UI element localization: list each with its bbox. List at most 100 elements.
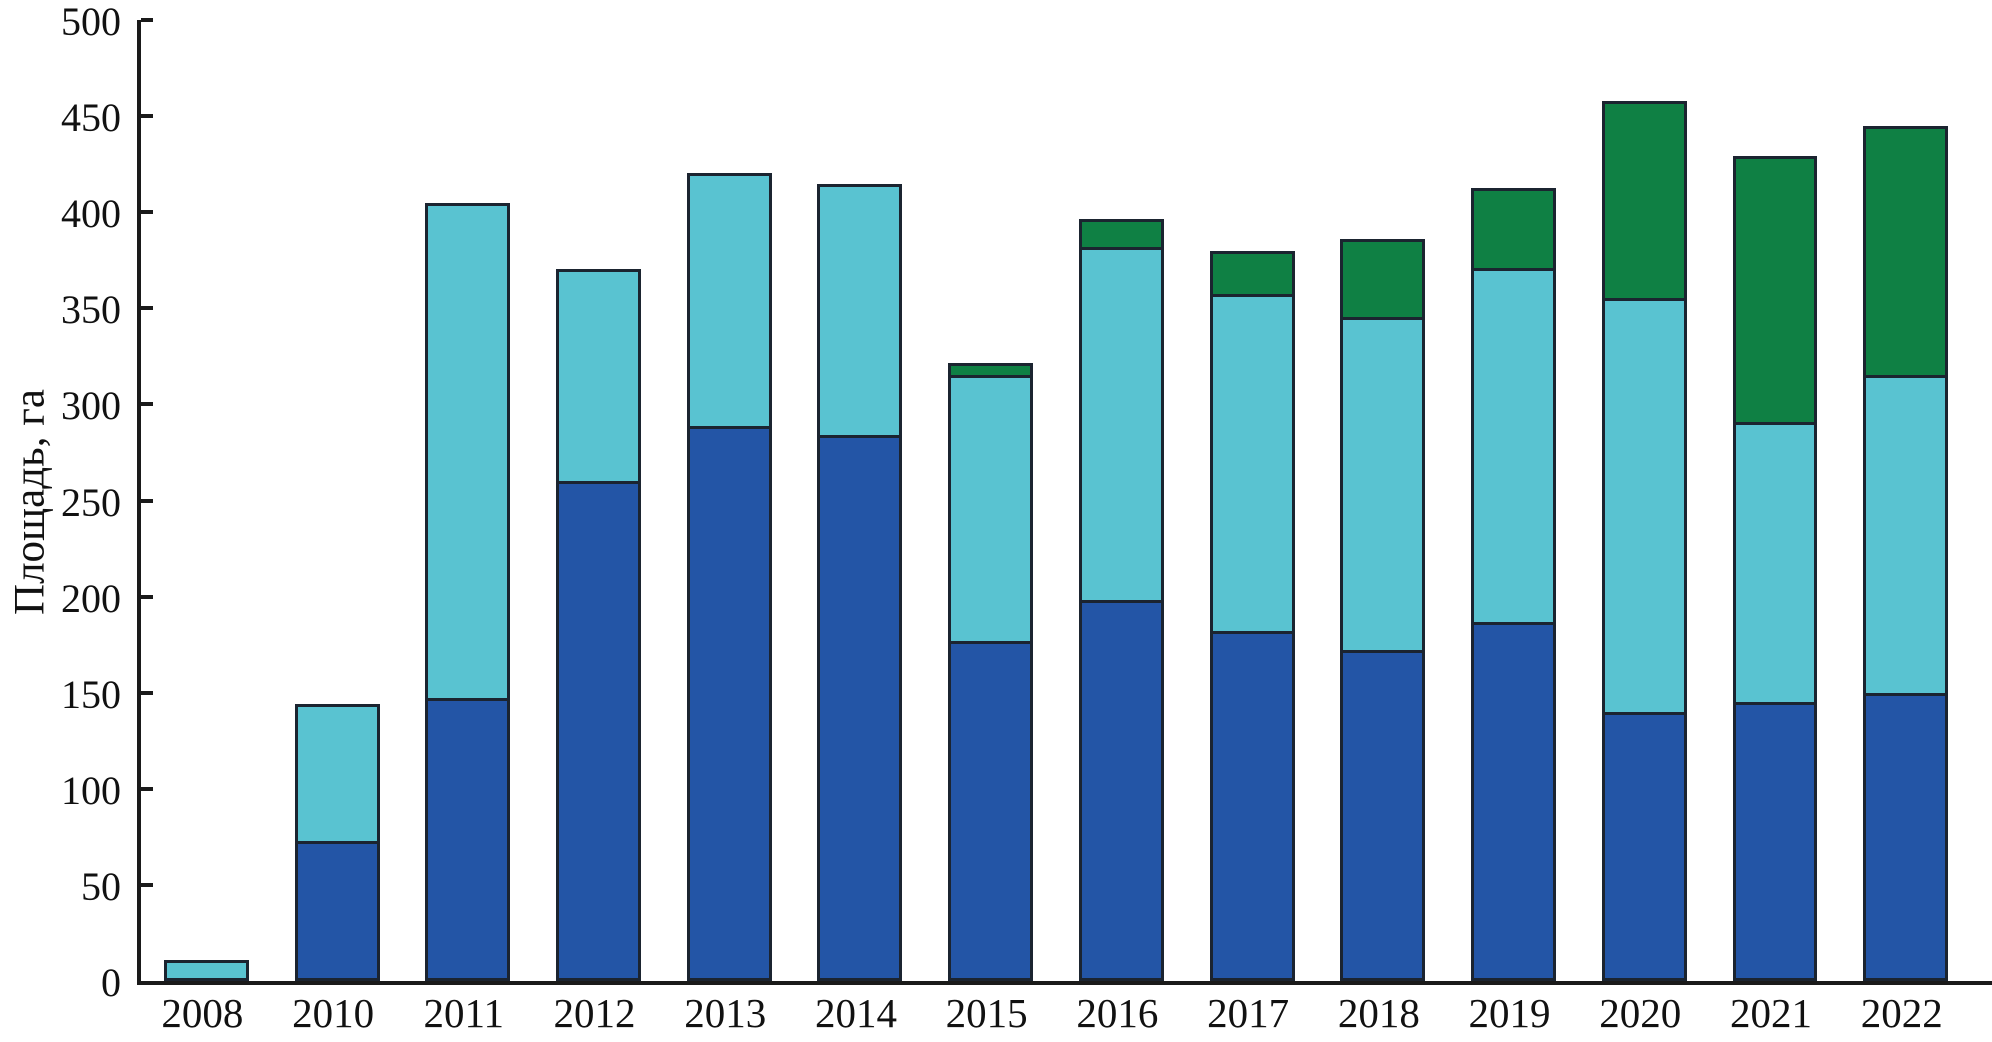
x-axis-tick-labels: 2008 2010 2011 2012 2013 2014 2015 2016 2017 2018…: [137, 988, 1967, 1038]
y-tick-label: 50: [81, 863, 121, 909]
bar-2010-bottom-segment: [294, 841, 380, 981]
bar-2013-middle-segment: [686, 173, 772, 429]
bar-2022-middle-segment: [1863, 375, 1949, 696]
x-tick-label-2021: 2021: [1729, 990, 1812, 1036]
bar-2020-top-segment: [1601, 101, 1687, 301]
bar-2010-middle-segment: [294, 704, 380, 844]
y-tick-mark-500: [141, 18, 153, 22]
y-tick-mark-150: [141, 690, 153, 695]
x-tick-label-2012: 2012: [553, 990, 636, 1036]
bar-2010: [294, 704, 380, 981]
bar-2016-middle-segment: [1078, 247, 1164, 603]
y-tick-label: 0: [101, 960, 121, 1005]
bar-slot-2012: [533, 20, 664, 981]
bar-2022: [1863, 126, 1949, 981]
bar-slot-2013: [664, 20, 795, 981]
x-tick-label-2019: 2019: [1468, 990, 1551, 1036]
y-tick-mark-100: [141, 786, 153, 791]
y-tick-label: 100: [61, 767, 121, 813]
x-tick-label-2008: 2008: [161, 990, 244, 1036]
bar-2018-middle-segment: [1340, 317, 1426, 653]
y-tick-label: 250: [61, 479, 121, 525]
y-tick-label: 300: [61, 383, 121, 429]
y-tick-label: 450: [61, 95, 121, 141]
bar-2016: [1078, 219, 1164, 981]
bar-slot-2010: [272, 20, 403, 981]
y-tick-mark-50: [141, 882, 153, 887]
y-tick-mark-400: [141, 210, 153, 215]
bar-2018-bottom-segment: [1340, 650, 1426, 981]
bar-2017-top-segment: [1209, 251, 1295, 297]
bar-2012-middle-segment: [556, 269, 641, 484]
bar-slot-2008: [141, 20, 272, 981]
bar-slot-2017: [1187, 20, 1318, 981]
y-tick-label: 200: [61, 575, 121, 621]
x-tick-label-2015: 2015: [945, 990, 1028, 1036]
bar-2015-middle-segment: [948, 375, 1034, 644]
bar-2017-middle-segment: [1209, 294, 1295, 634]
bar-2011-bottom-segment: [425, 698, 511, 981]
x-tick-label-2010: 2010: [292, 990, 375, 1036]
bar-2019-middle-segment: [1471, 268, 1557, 625]
bar-2022-top-segment: [1863, 126, 1949, 378]
x-tick-label-2014: 2014: [814, 990, 897, 1036]
bar-2008-middle-segment: [163, 960, 249, 981]
bar-2012: [556, 269, 641, 981]
y-tick-label: 400: [61, 191, 121, 237]
y-tick-mark-200: [141, 594, 153, 599]
y-tick-label: 150: [61, 671, 121, 717]
bar-2015-bottom-segment: [948, 641, 1034, 981]
bar-2013: [686, 173, 772, 981]
bar-2021-bottom-segment: [1732, 702, 1818, 981]
bar-slot-2018: [1317, 20, 1448, 981]
y-tick-mark-350: [141, 306, 153, 311]
bar-2016-bottom-segment: [1078, 600, 1164, 981]
bars-row: [141, 20, 1971, 981]
bar-2021: [1732, 156, 1818, 981]
bar-slot-2011: [402, 20, 533, 981]
bar-2019-top-segment: [1471, 188, 1557, 271]
bar-2019-bottom-segment: [1471, 622, 1557, 981]
bar-2017-bottom-segment: [1209, 631, 1295, 981]
x-tick-label-2017: 2017: [1207, 990, 1290, 1036]
bar-2020: [1601, 101, 1687, 981]
bar-2015: [948, 363, 1034, 981]
bar-2011: [425, 203, 511, 981]
bar-slot-2014: [795, 20, 926, 981]
x-tick-label-2020: 2020: [1599, 990, 1682, 1036]
bar-2018: [1340, 239, 1426, 981]
bar-2021-middle-segment: [1732, 422, 1818, 705]
bar-2014-bottom-segment: [817, 435, 903, 981]
bar-2020-middle-segment: [1601, 298, 1687, 715]
bar-slot-2015: [925, 20, 1056, 981]
x-tick-label-2016: 2016: [1076, 990, 1159, 1036]
y-tick-mark-450: [141, 114, 153, 119]
y-tick-mark-250: [141, 498, 153, 503]
bar-slot-2019: [1448, 20, 1579, 981]
bar-slot-2020: [1579, 20, 1710, 981]
bar-2014: [817, 184, 903, 981]
bar-slot-2022: [1840, 20, 1971, 981]
bar-2020-bottom-segment: [1601, 712, 1687, 981]
bar-2013-bottom-segment: [686, 426, 772, 981]
x-tick-label-2018: 2018: [1337, 990, 1420, 1036]
bar-2021-top-segment: [1732, 156, 1818, 425]
x-tick-label-2011: 2011: [423, 990, 505, 1036]
bar-2011-middle-segment: [425, 203, 511, 701]
bar-slot-2016: [1056, 20, 1187, 981]
y-tick-label: 350: [61, 287, 121, 333]
bar-2019: [1471, 188, 1557, 981]
bar-2014-middle-segment: [817, 184, 903, 438]
y-tick-label: 500: [61, 0, 121, 44]
bar-2012-bottom-segment: [556, 481, 641, 981]
bar-2022-bottom-segment: [1863, 693, 1949, 981]
bar-2017: [1209, 251, 1295, 981]
y-tick-mark-300: [141, 402, 153, 407]
x-tick-label-2013: 2013: [684, 990, 767, 1036]
x-tick-label-2022: 2022: [1860, 990, 1943, 1036]
bar-slot-2021: [1710, 20, 1841, 981]
bar-2008: [163, 960, 249, 981]
plot-area: [137, 18, 1992, 985]
bar-2016-top-segment: [1078, 219, 1164, 250]
